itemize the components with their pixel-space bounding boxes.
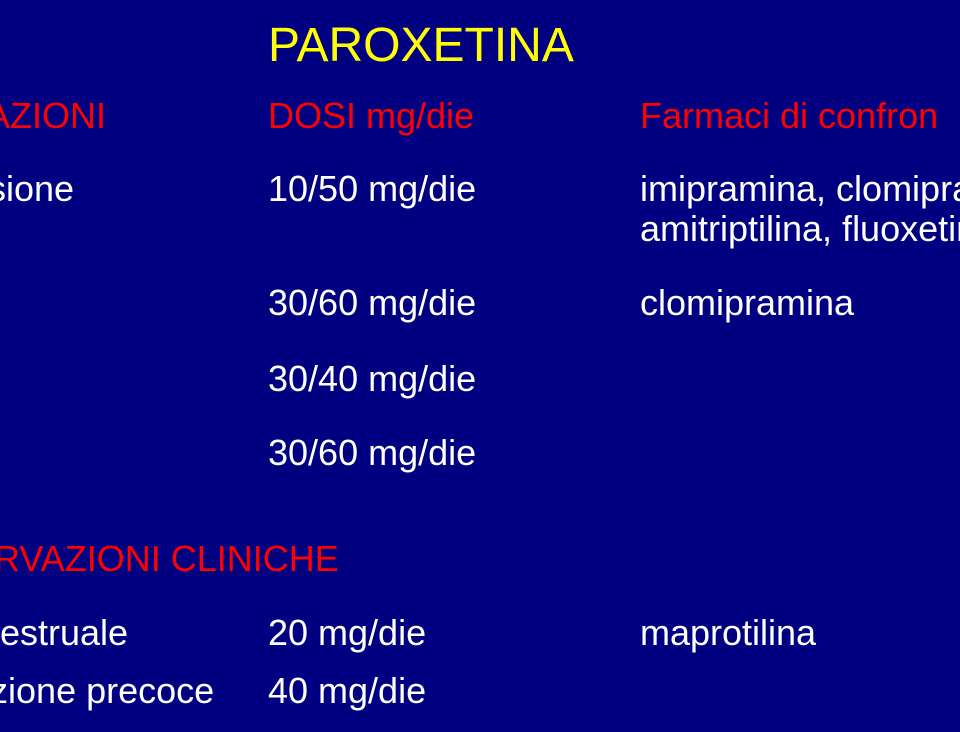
r3-dose: 30/40 mg/die	[268, 358, 476, 400]
col-header-indications: CAZIONI	[0, 95, 106, 137]
clin-r2-indication: azione precoce	[0, 670, 214, 712]
r1-indication: ssione	[0, 168, 74, 210]
clin-r1-indication: mestruale	[0, 612, 128, 654]
clin-r1-comp: maprotilina	[640, 612, 816, 654]
clinical-heading: ERVAZIONI CLINICHE	[0, 538, 339, 580]
slide-title: PAROXETINA	[268, 18, 574, 73]
col-header-comparators: Farmaci di confron	[640, 95, 938, 137]
r2-comp: clomipramina	[640, 282, 854, 324]
r1-dose: 10/50 mg/die	[268, 168, 476, 210]
r1-comp-line1: imipramina, clomipram	[640, 168, 960, 210]
r4-dose: 30/60 mg/die	[268, 432, 476, 474]
r1-comp-line2: amitriptilina, fluoxetina	[640, 208, 960, 250]
r2-dose: 30/60 mg/die	[268, 282, 476, 324]
clin-r1-dose: 20 mg/die	[268, 612, 426, 654]
col-header-dose: DOSI mg/die	[268, 95, 474, 137]
clin-r2-dose: 40 mg/die	[268, 670, 426, 712]
